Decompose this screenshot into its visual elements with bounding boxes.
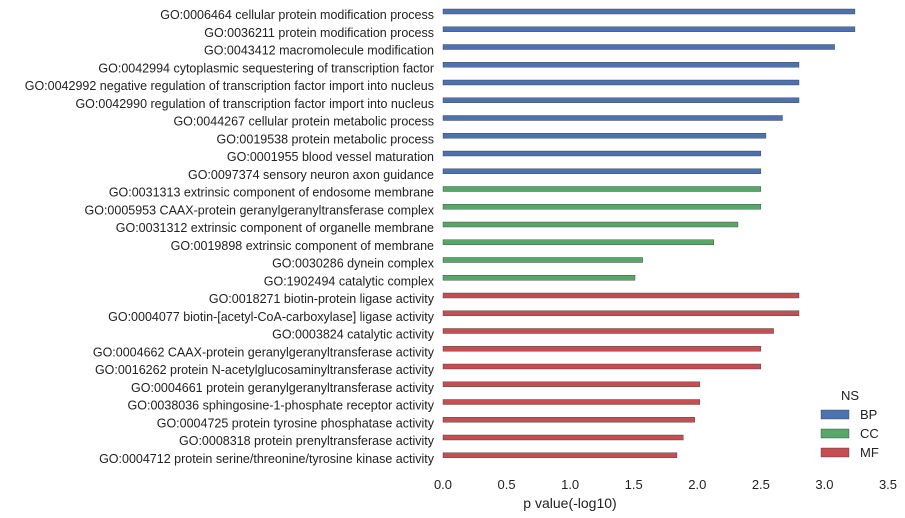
bar [442, 168, 762, 174]
bar [442, 239, 715, 245]
category-label: GO:0019898 extrinsic component of membra… [171, 239, 434, 253]
bar [442, 204, 762, 210]
x-tick-label: 1.5 [625, 477, 643, 492]
bar [442, 381, 701, 387]
bar [442, 115, 783, 121]
category-label: GO:0004661 protein geranylgeranyltransfe… [131, 381, 435, 395]
legend-label: BP [860, 407, 877, 422]
x-tick-label: 3.5 [879, 477, 897, 492]
x-tick-label: 1.0 [561, 477, 579, 492]
category-label: GO:0003824 catalytic activity [272, 328, 435, 342]
legend-label: CC [860, 426, 879, 441]
category-label: GO:0043412 macromolecule modification [204, 44, 434, 58]
bar [442, 328, 774, 334]
bar [442, 79, 800, 86]
bar [442, 363, 762, 370]
bar [442, 221, 739, 228]
category-label: GO:0031313 extrinsic component of endoso… [109, 186, 434, 200]
category-label: GO:0031312 extrinsic component of organe… [116, 221, 434, 235]
category-label: GO:0097374 sensory neuron axon guidance [188, 168, 434, 182]
bar [442, 44, 835, 50]
category-label: GO:0004712 protein serine/threonine/tyro… [99, 452, 435, 466]
bar [442, 186, 762, 192]
bar [442, 8, 856, 15]
x-tick-label: 2.5 [752, 477, 770, 492]
x-tick-label: 0.5 [498, 477, 516, 492]
category-label: GO:0030286 dynein complex [272, 257, 435, 271]
category-label: GO:0042992 negative regulation of transc… [25, 79, 434, 93]
bars-layer [442, 8, 856, 458]
bar [442, 346, 762, 352]
bar [442, 417, 695, 423]
bar [442, 62, 800, 68]
category-label: GO:0038036 sphingosine-1-phosphate recep… [128, 399, 435, 413]
category-label: GO:0016262 protein N-acetylglucosaminylt… [95, 363, 435, 377]
legend-title: NS [841, 388, 859, 403]
bar [442, 310, 800, 316]
bar [442, 150, 762, 157]
category-label: GO:1902494 catalytic complex [264, 274, 435, 288]
legend-swatch-cc [820, 428, 850, 439]
category-label: GO:0004662 CAAX-protein geranylgeranyltr… [93, 345, 435, 359]
category-label: GO:0018271 biotin-protein ligase activit… [209, 292, 435, 306]
legend-swatch-bp [820, 409, 850, 420]
bar [442, 26, 856, 32]
bar [442, 133, 767, 139]
bar [442, 292, 800, 299]
bar [442, 434, 684, 441]
category-label: GO:0019538 protein metabolic process [217, 132, 435, 146]
legend: NS BP CC MF [820, 388, 879, 460]
category-label: GO:0005953 CAAX-protein geranylgeranyltr… [85, 203, 435, 217]
x-axis-label: p value(-log10) [523, 495, 616, 511]
x-tick-label: 3.0 [815, 477, 833, 492]
legend-swatch-mf [820, 447, 850, 458]
category-label: GO:0004077 biotin-[acetyl-CoA-carboxylas… [108, 310, 435, 324]
category-label: GO:0004725 protein tyrosine phosphatase … [157, 416, 435, 430]
category-label: GO:0008318 protein prenyltransferase act… [179, 434, 435, 448]
category-label: GO:0044267 cellular protein metabolic pr… [173, 115, 434, 129]
legend-label: MF [860, 445, 879, 460]
bar [442, 399, 701, 405]
bar [442, 452, 678, 458]
bar [442, 275, 636, 281]
x-axis: p value(-log10) 0.0 0.5 1.0 1.5 2.0 2.5 3.0 3.5 [434, 477, 897, 511]
bar [442, 257, 643, 263]
category-label: GO:0036211 protein modification process [204, 26, 434, 40]
category-label: GO:0042990 regulation of transcription f… [75, 97, 434, 111]
category-label: GO:0006464 cellular protein modification… [160, 8, 434, 22]
bar [442, 97, 800, 103]
x-tick-label: 2.0 [688, 477, 706, 492]
category-label: GO:0001955 blood vessel maturation [227, 150, 434, 164]
category-label: GO:0042994 cytoplasmic sequestering of t… [98, 61, 434, 75]
category-labels: GO:0006464 cellular protein modification… [25, 8, 435, 466]
x-tick-label: 0.0 [434, 477, 452, 492]
